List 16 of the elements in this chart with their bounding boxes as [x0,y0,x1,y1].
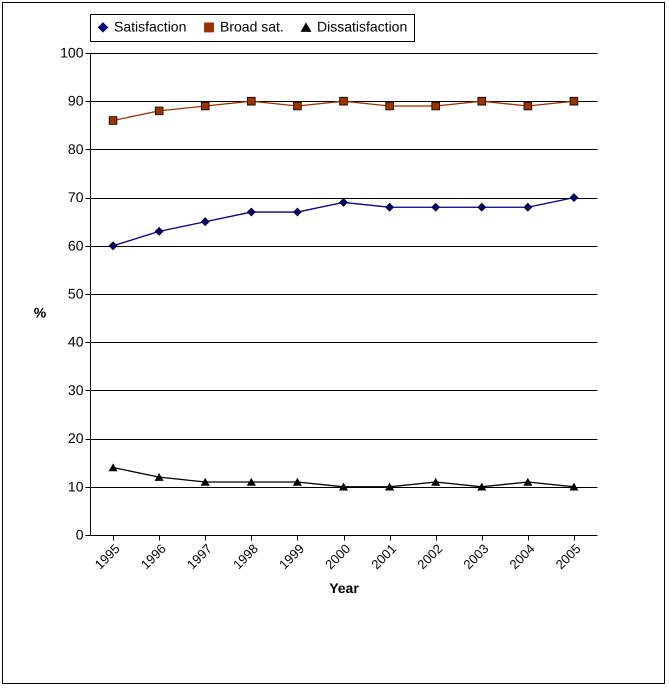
y-tick-label: 0 [76,526,84,542]
y-tick-label: 70 [68,189,84,206]
y-tick-label: 30 [68,382,84,398]
y-tick-label: 90 [68,92,84,109]
x-axis-title: Year [329,580,360,596]
y-tick-label: 80 [68,140,84,157]
y-axis-title: % [34,304,47,320]
y-tick-label: 40 [68,334,84,350]
y-tick-label: 20 [68,430,84,446]
legend-label: Satisfaction [114,18,186,34]
y-tick-label: 60 [68,237,84,254]
legend-label: Broad sat. [220,18,284,34]
legend-label: Dissatisfaction [317,18,408,34]
y-tick-label: 100 [60,44,84,60]
y-tick-label: 50 [68,286,84,302]
y-tick-label: 10 [68,478,84,494]
